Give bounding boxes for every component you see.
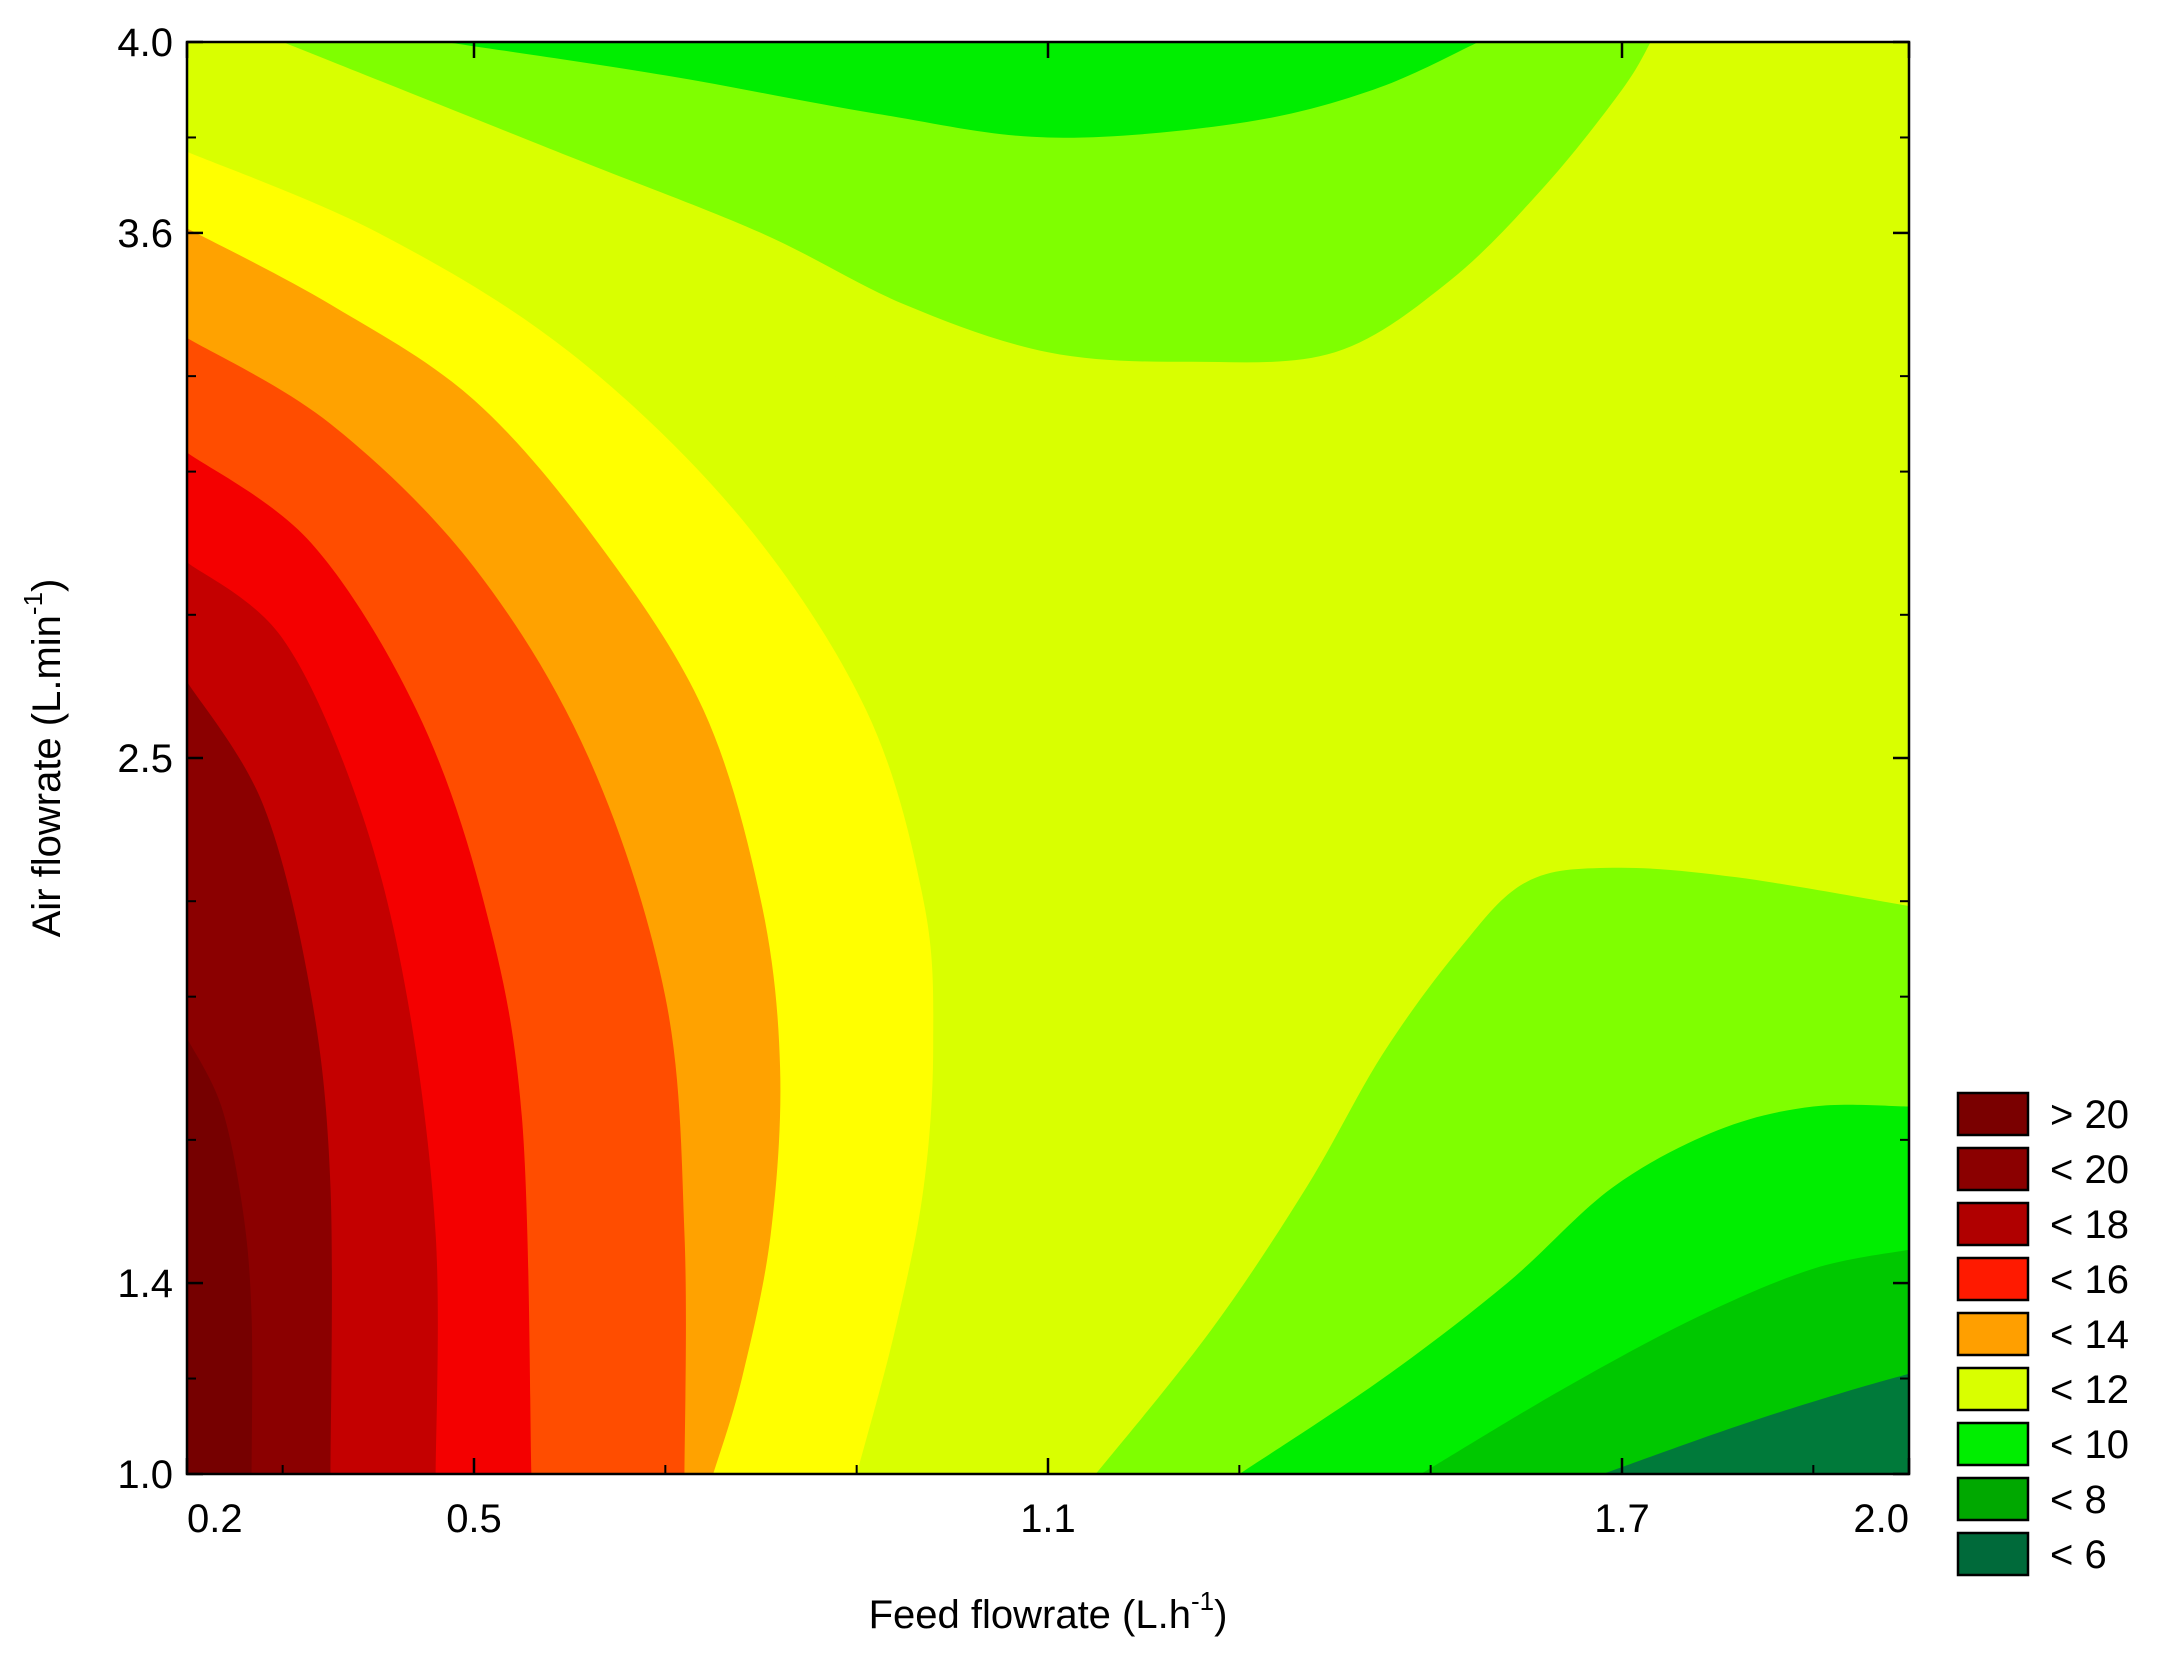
y-tick-label: 3.6	[117, 212, 173, 256]
legend-swatch	[1956, 1531, 2030, 1577]
legend-swatch	[1956, 1476, 2030, 1522]
legend-label: < 10	[2050, 1423, 2129, 1467]
legend-label: < 8	[2050, 1478, 2107, 1522]
legend-label: < 14	[2050, 1313, 2129, 1357]
contour-region-core	[187, 1038, 253, 1474]
contour-fill-layer	[187, 42, 1909, 1474]
x-tick-label: 1.7	[1594, 1497, 1650, 1541]
legend-label: < 16	[2050, 1258, 2129, 1302]
legend-swatch	[1956, 1201, 2030, 1247]
x-axis: 0.2 0.5 1.1 1.7 2.0	[185, 42, 1911, 1541]
contour-region-top-green	[282, 42, 1651, 363]
legend-label: < 12	[2050, 1368, 2129, 1412]
legend-label: < 20	[2050, 1148, 2129, 1192]
y-tick-label: 1.0	[117, 1453, 173, 1497]
x-tick-label: 0.5	[446, 1497, 502, 1541]
y-tick-label: 1.4	[117, 1262, 173, 1306]
y-axis-title-tail: )	[25, 579, 69, 592]
y-axis-title-text: Air flowrate (L.min	[25, 615, 69, 937]
x-tick-label: 1.1	[1020, 1497, 1076, 1541]
x-axis-title-sup: -1	[1191, 1586, 1214, 1616]
legend-swatch	[1956, 1146, 2030, 1192]
x-axis-title: Feed flowrate (L.h-1)	[869, 1586, 1228, 1637]
legend-swatch	[1956, 1311, 2030, 1357]
legend-swatch	[1956, 1421, 2030, 1467]
y-tick-label: 4.0	[117, 21, 173, 65]
x-axis-title-text: Feed flowrate (L.h	[869, 1593, 1191, 1637]
y-tick-label: 2.5	[117, 737, 173, 781]
x-tick-label: 0.2	[187, 1497, 243, 1541]
legend-swatch	[1956, 1366, 2030, 1412]
legend-swatch	[1956, 1091, 2030, 1137]
contour-region-top-corner	[187, 42, 283, 71]
contour-region-bottom-right-4	[1602, 1373, 1909, 1474]
x-tick-label: 2.0	[1853, 1497, 1909, 1541]
contour-region-top-bright	[445, 42, 1479, 138]
legend: > 20 < 20 < 18 < 16 < 14 < 12 < 10 < 8 < 6	[1956, 1091, 2129, 1577]
y-axis: 1.0 1.4 2.5 3.6 4.0	[117, 21, 1909, 1497]
legend-label: > 20	[2050, 1093, 2129, 1137]
legend-label: < 18	[2050, 1203, 2129, 1247]
y-axis-title: Air flowrate (L.min-1)	[18, 579, 69, 938]
y-axis-title-sup: -1	[18, 592, 48, 615]
legend-label: < 6	[2050, 1533, 2107, 1577]
x-axis-title-tail: )	[1214, 1593, 1227, 1637]
legend-swatch	[1956, 1256, 2030, 1302]
